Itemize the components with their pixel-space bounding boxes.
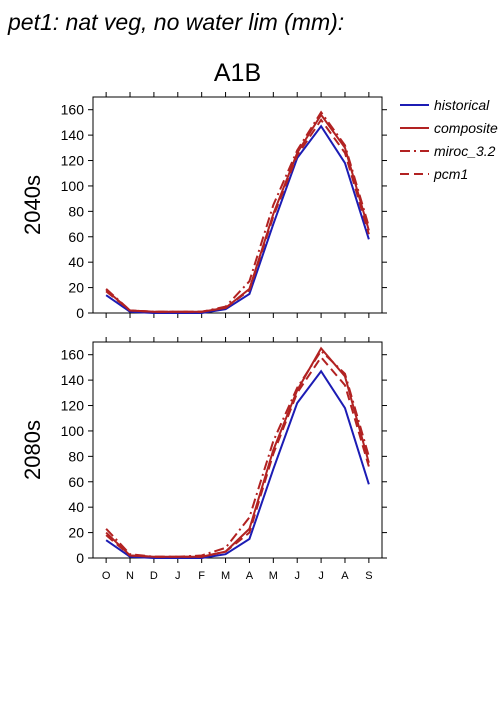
y-tick-label: 120 [61, 398, 85, 414]
series-line [105, 355, 370, 558]
series-line [105, 124, 370, 314]
series-line [105, 110, 370, 313]
series-line [105, 118, 370, 313]
y-tick-label: 0 [76, 305, 84, 321]
y-tick-label: 80 [68, 203, 84, 219]
panel-title: A1B [214, 59, 261, 87]
x-tick-label: N [126, 570, 134, 582]
x-tick-label: J [294, 570, 300, 582]
legend-label: miroc_3.2 [434, 143, 496, 159]
row-label: 2040s [20, 175, 45, 235]
plot-frame [92, 96, 383, 314]
y-tick-label: 0 [76, 550, 84, 566]
row-label: 2080s [20, 420, 45, 480]
y-tick-label: 160 [61, 347, 85, 363]
y-tick-label: 120 [61, 153, 85, 169]
y-tick-label: 100 [61, 178, 85, 194]
y-tick-label: 140 [61, 372, 85, 388]
legend-label: pcm1 [433, 166, 468, 182]
x-tick-label: M [221, 570, 230, 582]
y-tick-label: 20 [68, 280, 84, 296]
y-tick-label: 20 [68, 525, 84, 541]
x-tick-label: O [102, 570, 111, 582]
x-tick-label: S [365, 570, 372, 582]
y-tick-label: 140 [61, 127, 85, 143]
x-tick-label: M [269, 570, 278, 582]
x-tick-label: D [150, 570, 158, 582]
y-tick-label: 60 [68, 229, 84, 245]
series-line [105, 346, 370, 558]
x-tick-label: A [341, 570, 349, 582]
legend-label: historical [434, 97, 490, 113]
y-tick-label: 60 [68, 474, 84, 490]
x-tick-label: J [318, 570, 324, 582]
series-line [105, 112, 370, 313]
x-tick-label: J [175, 570, 181, 582]
series-line [105, 349, 370, 558]
y-tick-label: 40 [68, 499, 84, 515]
plot-frame [92, 341, 383, 559]
x-tick-label: A [246, 570, 254, 582]
page-title: pet1: nat veg, no water lim (mm): [7, 9, 344, 35]
series-line [105, 369, 370, 559]
x-tick-label: F [198, 570, 205, 582]
y-tick-label: 100 [61, 423, 85, 439]
legend-label: composite [434, 120, 498, 136]
y-tick-label: 80 [68, 448, 84, 464]
y-tick-label: 40 [68, 254, 84, 270]
y-tick-label: 160 [61, 102, 85, 118]
